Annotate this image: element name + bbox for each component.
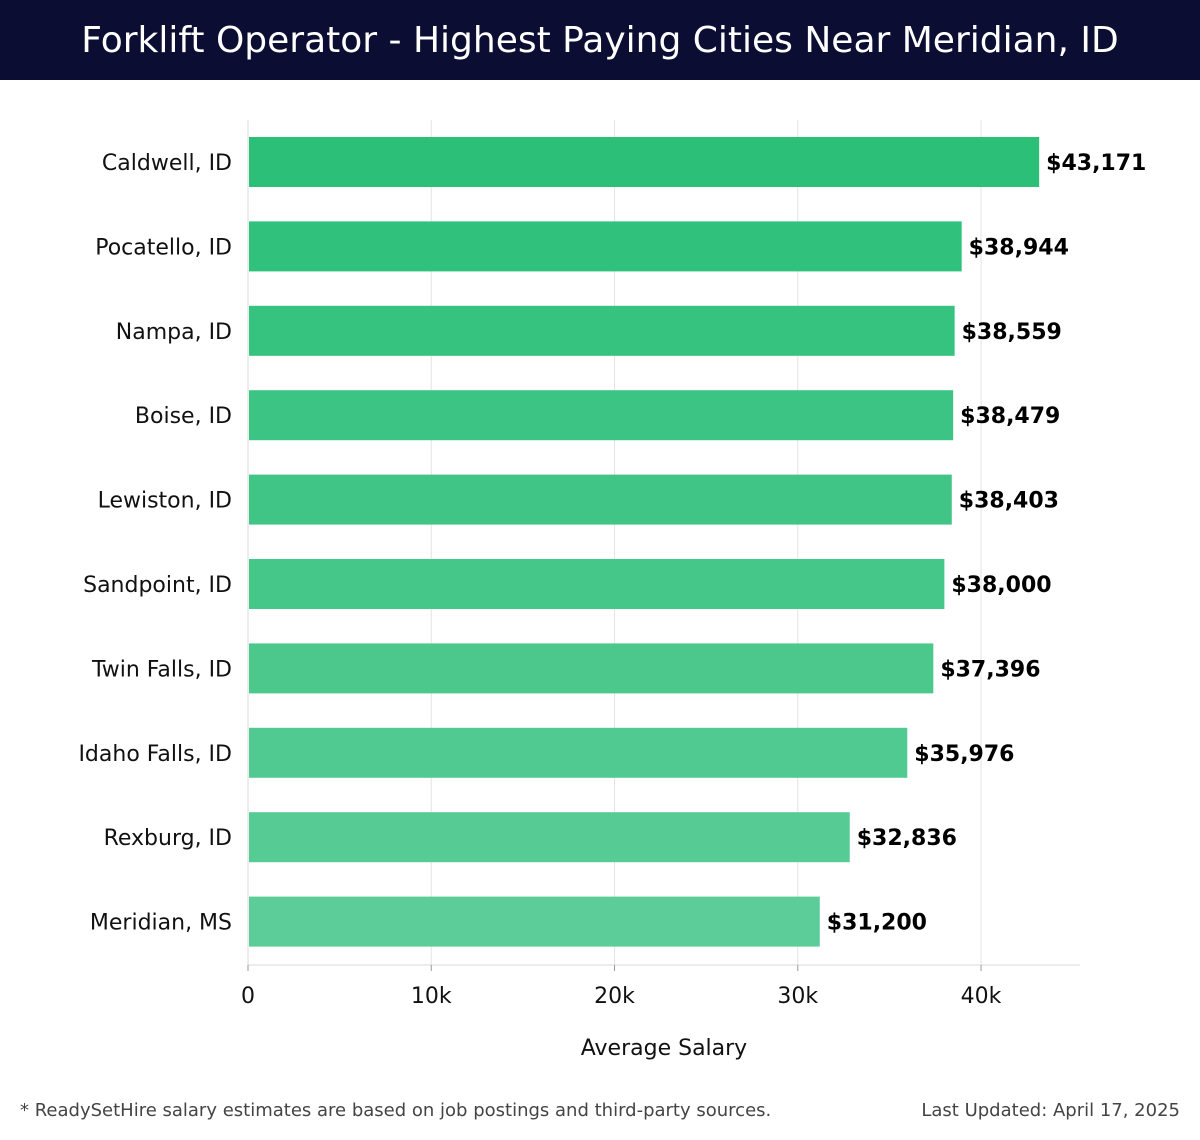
bar <box>249 896 820 947</box>
x-tick-label: 30k <box>777 984 818 1009</box>
value-label: $38,559 <box>962 320 1062 345</box>
value-label: $35,976 <box>914 742 1014 767</box>
bar <box>249 221 962 272</box>
value-label: $37,396 <box>940 657 1040 682</box>
value-label: $38,944 <box>969 235 1069 260</box>
bar <box>249 390 954 441</box>
value-label: $38,479 <box>960 404 1060 429</box>
last-updated: Last Updated: April 17, 2025 <box>921 1100 1180 1121</box>
x-axis-title: Average Salary <box>581 1036 747 1061</box>
category-label: Nampa, ID <box>116 320 232 345</box>
bar <box>249 812 850 863</box>
bar <box>249 559 945 609</box>
chart-title: Forklift Operator - Highest Paying Citie… <box>81 19 1119 61</box>
value-label: $38,000 <box>951 573 1051 598</box>
category-label: Idaho Falls, ID <box>78 742 232 767</box>
x-tick-label: 10k <box>411 984 452 1009</box>
x-tick-label: 20k <box>594 984 635 1009</box>
value-label: $38,403 <box>959 489 1059 514</box>
category-label: Pocatello, ID <box>95 235 232 260</box>
value-label: $43,171 <box>1046 151 1146 176</box>
footer-note: * ReadySetHire salary estimates are base… <box>20 1100 772 1121</box>
category-label: Boise, ID <box>135 404 232 429</box>
category-label: Rexburg, ID <box>104 826 232 851</box>
bar-chart: Caldwell, ID $43,171 Pocatello, ID $38,944 N… <box>78 120 1146 1061</box>
x-tick-label: 40k <box>961 984 1002 1009</box>
bar <box>249 474 952 525</box>
header-banner: Forklift Operator - Highest Paying Citie… <box>0 0 1200 80</box>
category-label: Meridian, MS <box>90 911 232 936</box>
category-label: Twin Falls, ID <box>91 657 232 682</box>
category-label: Lewiston, ID <box>98 489 232 514</box>
value-label: $31,200 <box>827 911 927 936</box>
value-label: $32,836 <box>857 826 957 851</box>
bar <box>249 137 1040 187</box>
bar <box>249 643 934 694</box>
bar <box>249 727 908 778</box>
category-label: Sandpoint, ID <box>83 573 232 598</box>
category-label: Caldwell, ID <box>102 151 232 176</box>
bar <box>249 305 955 356</box>
x-tick-label: 0 <box>241 984 255 1009</box>
